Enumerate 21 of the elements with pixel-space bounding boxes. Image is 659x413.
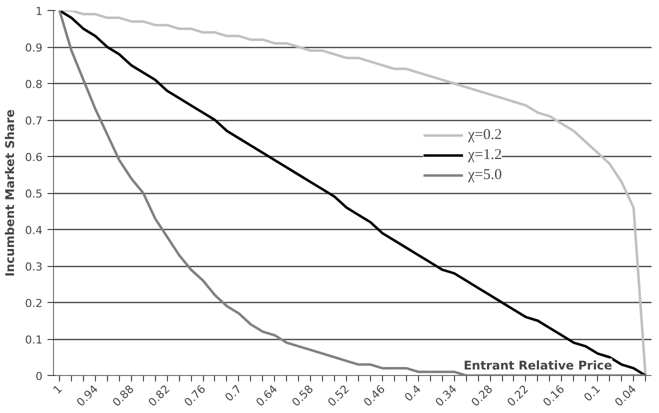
legend-label: χ=0.2 [468,126,502,144]
line-series [58,10,647,376]
x-axis-title: Entrant Relative Price [464,358,612,372]
y-tick-label: 0.5 [25,188,43,200]
x-tick-label: 0.7 [222,382,244,404]
y-tick-label: 0.6 [25,151,43,164]
x-tick-label: 0.4 [402,382,424,404]
y-axis-title: Incumbent Market Share [3,109,18,277]
y-tick-label: 0 [36,370,42,383]
legend-label: χ=5.0 [468,166,502,184]
x-tick-label: 1 [50,382,65,397]
y-tick-label: 0.1 [25,334,43,346]
y-tick-label: 0.8 [25,78,43,91]
y-tick-label: 0.3 [25,260,43,274]
y-tick-label: 1 [36,5,42,18]
y-tick-label: 0.9 [25,42,43,54]
y-tick-label: 0.4 [25,224,43,237]
y-tick-label: 0.2 [25,297,43,310]
x-tick-label: 0.1 [581,382,603,404]
y-tick-label: 0.7 [25,114,43,128]
legend-label: χ=1.2 [468,146,502,164]
